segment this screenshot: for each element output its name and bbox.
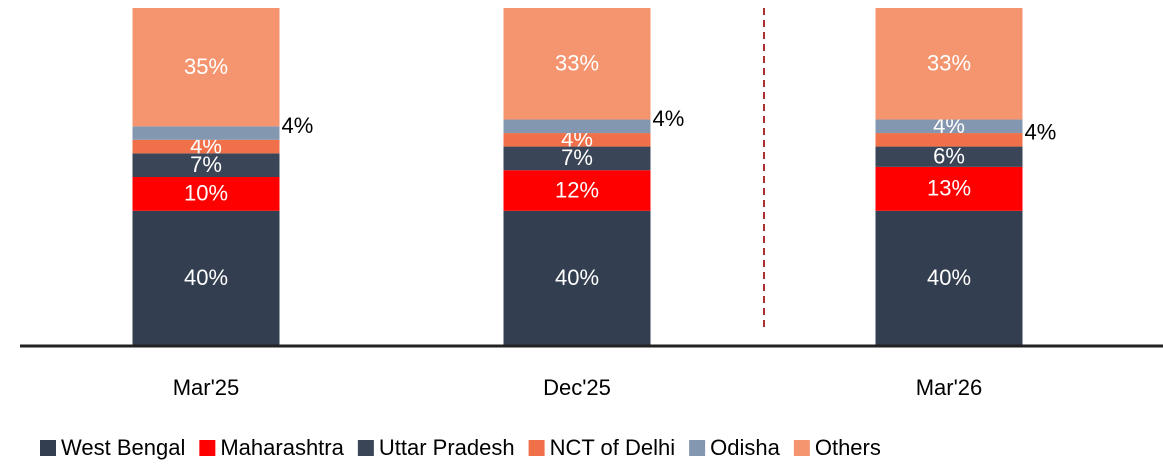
data-label: 4% (1025, 120, 1057, 145)
bar-segment (503, 133, 651, 147)
data-label: 6% (933, 144, 965, 169)
bar-segment (132, 210, 280, 346)
bar-segment (503, 170, 651, 211)
data-label: 7% (190, 152, 222, 177)
bar-segment (503, 119, 651, 134)
legend-swatch (199, 440, 216, 456)
data-label: 40% (555, 265, 599, 290)
legend-label: Others (815, 435, 881, 460)
data-label: 40% (184, 265, 228, 290)
data-label: 33% (555, 51, 599, 76)
bar-segment (132, 126, 280, 140)
data-label: 33% (927, 51, 971, 76)
bar-segment (875, 8, 1023, 120)
legend-label: West Bengal (61, 435, 185, 460)
legend-swatch (689, 440, 706, 456)
data-label: 10% (184, 181, 228, 206)
data-label: 40% (927, 265, 971, 290)
bar-segment (132, 153, 280, 177)
data-label: 12% (555, 177, 599, 202)
bar-segment (875, 166, 1023, 211)
legend: West Bengal Maharashtra Uttar Pradesh NCT o… (40, 435, 881, 460)
x-tick-label: Mar'25 (173, 375, 240, 400)
data-label: 7% (561, 145, 593, 170)
bar-segment (875, 133, 1023, 147)
bar-segment (875, 146, 1023, 167)
bar-segment (503, 210, 651, 346)
legend-swatch (357, 440, 374, 456)
legend-swatch (40, 440, 56, 456)
bar-segment (875, 119, 1023, 134)
data-label: 4% (653, 106, 685, 131)
legend-label: Maharashtra (220, 435, 344, 460)
legend-label: NCT of Delhi (550, 435, 676, 460)
data-label: 4% (282, 113, 314, 138)
bars: 40%10%7%4%4%35%40%12%7%4%4%33%40%13%6%4%… (132, 8, 1057, 346)
bar-segment (132, 177, 280, 211)
bar-segment (503, 8, 651, 120)
legend-label: Odisha (710, 435, 780, 460)
x-tick-label: Dec'25 (543, 375, 611, 400)
legend-label: Uttar Pradesh (379, 435, 515, 460)
bar-segment (132, 8, 280, 127)
data-label: 35% (184, 54, 228, 79)
bar-segment (132, 139, 280, 154)
bar-segment (875, 210, 1023, 346)
legend-swatch (793, 440, 810, 456)
legend-swatch (528, 440, 545, 456)
x-tick-label: Mar'26 (916, 375, 983, 400)
data-label: 13% (927, 176, 971, 201)
bar-segment (503, 146, 651, 171)
